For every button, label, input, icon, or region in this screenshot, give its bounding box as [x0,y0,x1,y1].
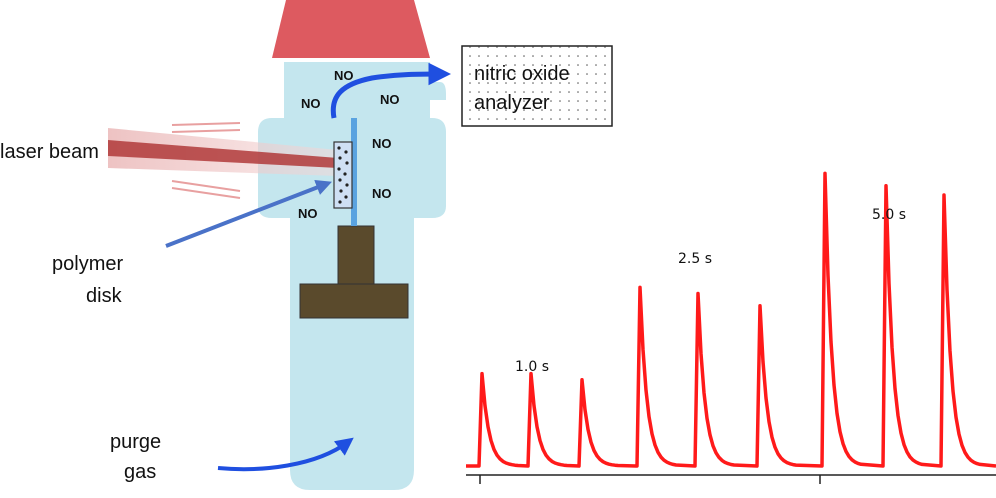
peak-point-2 [529,372,533,376]
analyzer-label-line1: nitric oxide [474,63,570,85]
peak-point-7 [823,171,827,175]
group-label-2: 2.5 s [678,251,712,267]
no-label-6: NO [298,206,318,221]
stand-base [299,283,409,319]
peak-point-3 [580,378,584,382]
peak-point-8 [884,184,888,188]
nitric-oxide-analyzer: nitric oxide analyzer [461,45,613,127]
peak-point-5 [696,292,700,296]
peak-point-6 [758,304,762,308]
no-label-3: NO [380,92,400,107]
group-label-1: 1.0 s [515,359,549,375]
purge-label-line2: gas [124,461,156,483]
polymer-label-line2: disk [86,285,123,307]
sample-rod [351,118,357,226]
peak-point-9 [942,193,946,197]
no-label-2: NO [301,96,321,111]
laser-beam-label: laser beam [0,141,99,163]
analyzer-label-line2: analyzer [474,92,550,114]
polymer-disk [333,141,353,209]
no-signal-trace [466,171,996,468]
peak-point-1 [480,372,484,376]
no-release-plot: 1.0 s 2.5 s 5.0 s [466,171,996,484]
flow-arrow-to-analyzer [330,62,451,119]
chamber-cap [272,0,430,58]
no-label-4: NO [372,136,392,151]
purge-gas-arrow [217,437,354,472]
purge-label-line1: purge [110,431,161,453]
no-label-5: NO [372,186,392,201]
group-label-3: 5.0 s [872,207,906,223]
polymer-label-line1: polymer [52,253,123,275]
peak-point-4 [638,285,642,289]
polymer-pointer-arrow [165,180,332,248]
no-label-1: NO [334,68,354,83]
laser-beam [108,122,338,199]
stand-post [337,225,375,289]
